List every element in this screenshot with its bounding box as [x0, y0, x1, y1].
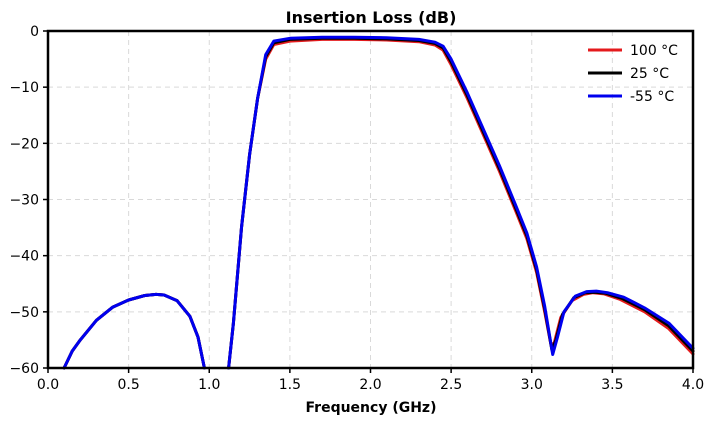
x-axis-ticks: 0.0 0.5 1.0 1.5 2.0 2.5 3.0 3.5 4.0	[37, 368, 704, 393]
x-tick-label: 0.5	[117, 377, 139, 393]
series-line-0	[227, 37, 695, 370]
grid-lines	[47, 30, 694, 369]
x-tick-label: 1.0	[198, 377, 220, 393]
series-line-0	[62, 292, 206, 370]
y-tick-label: −10	[9, 80, 39, 96]
x-tick-label: 0.0	[37, 377, 59, 393]
y-tick-label: −30	[9, 193, 39, 209]
x-tick-label: 4.0	[682, 377, 704, 393]
series-line-2	[227, 35, 695, 370]
legend-label: 100 °C	[630, 43, 678, 59]
plot-frame	[46, 29, 695, 370]
x-tick-label: 2.5	[440, 377, 462, 393]
y-tick-label: −50	[9, 305, 39, 321]
legend-label: -55 °C	[630, 89, 674, 105]
x-tick-label: 3.0	[521, 377, 543, 393]
x-tick-label: 1.5	[279, 377, 301, 393]
x-tick-label: 3.5	[601, 377, 623, 393]
y-tick-label: −20	[9, 136, 39, 152]
x-axis-label: Frequency (GHz)	[306, 400, 437, 416]
x-tick-label: 2.0	[359, 377, 381, 393]
legend-label: 25 °C	[630, 66, 669, 82]
series-line-1	[62, 292, 206, 370]
y-tick-label: −40	[9, 249, 39, 265]
y-axis-ticks: 0 −10 −20 −30 −40 −50 −60	[9, 24, 48, 377]
y-tick-label: −60	[9, 361, 39, 377]
series-line-2	[62, 292, 206, 370]
series-lines	[62, 35, 695, 370]
chart-title: Insertion Loss (dB)	[286, 8, 457, 27]
legend: 100 °C 25 °C -55 °C	[588, 43, 678, 105]
y-tick-label: 0	[30, 24, 39, 40]
